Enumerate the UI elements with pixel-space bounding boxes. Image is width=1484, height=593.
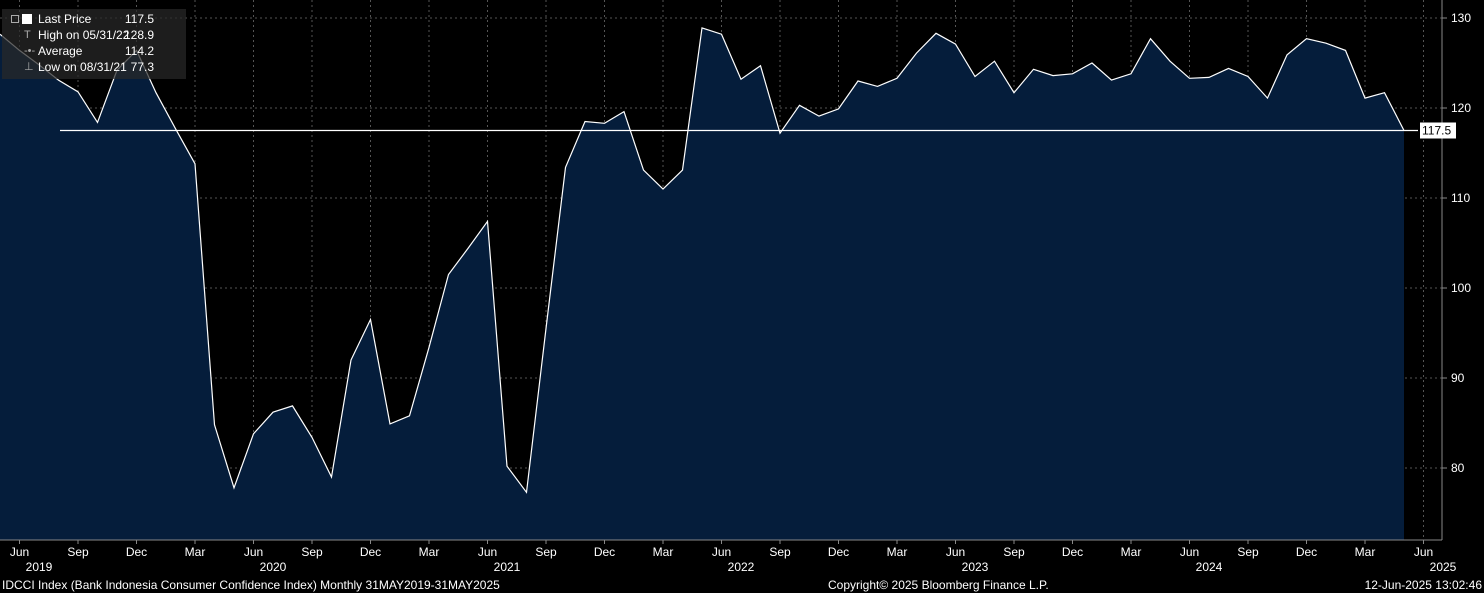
x-year-label: 2023	[962, 560, 989, 574]
footer-timestamp: 12-Jun-2025 13:02:46	[1364, 578, 1482, 592]
legend-value: 114.2	[124, 44, 154, 58]
y-tick-label: 80	[1451, 461, 1465, 475]
y-tick-label: 100	[1451, 281, 1471, 295]
x-year-label: 2021	[494, 560, 521, 574]
last-price-tag: 117.5	[1420, 122, 1456, 139]
x-tick-label: Jun	[1414, 545, 1433, 559]
x-tick-label: Jun	[946, 545, 965, 559]
y-tick-label: 130	[1451, 11, 1471, 25]
x-tick-label: Mar	[887, 545, 908, 559]
x-tick-label: Sep	[1237, 545, 1259, 559]
last-price-swatch	[22, 14, 32, 24]
legend-label: Average	[38, 44, 83, 58]
x-axis: Jun Sep Dec Mar Jun Sep Dec Mar Jun Sep Dec Mar Jun S…	[10, 540, 1457, 574]
last-price-tag-text: 117.5	[1422, 124, 1451, 138]
x-tick-label: Dec	[1296, 545, 1317, 559]
y-tick-label: 120	[1451, 101, 1471, 115]
x-year-label: 2024	[1196, 560, 1223, 574]
low-marker-icon: ⊥	[24, 61, 34, 73]
x-tick-label: Jun	[244, 545, 263, 559]
x-year-label: 2025	[1430, 560, 1457, 574]
series-line	[0, 27, 1405, 494]
y-tick-label: 110	[1451, 191, 1470, 205]
series-area	[0, 27, 1404, 540]
x-tick-label: Dec	[360, 545, 381, 559]
legend-label: Low on 08/31/21	[38, 60, 127, 74]
collapse-icon[interactable]	[11, 15, 19, 23]
y-axis: 80 90 100 110 120 130	[1442, 11, 1471, 475]
x-tick-label: Dec	[126, 545, 147, 559]
x-tick-label: Sep	[301, 545, 323, 559]
x-tick-label: Sep	[769, 545, 791, 559]
high-marker-icon: T	[24, 29, 31, 41]
x-year-label: 2019	[26, 560, 53, 574]
x-year-label: 2022	[728, 560, 755, 574]
x-tick-label: Mar	[1355, 545, 1376, 559]
x-tick-label: Jun	[712, 545, 731, 559]
x-tick-label: Dec	[828, 545, 849, 559]
x-tick-label: Dec	[594, 545, 615, 559]
legend-value: 117.5	[124, 12, 154, 26]
x-tick-label: Sep	[1003, 545, 1025, 559]
x-tick-label: Dec	[1062, 545, 1083, 559]
x-tick-label: Jun	[1180, 545, 1199, 559]
x-tick-label: Mar	[419, 545, 440, 559]
legend: Last Price 117.5 T High on 05/31/22 128.…	[2, 9, 186, 79]
footer-security-description: IDCCI Index (Bank Indonesia Consumer Con…	[2, 578, 500, 592]
x-tick-label: Jun	[478, 545, 497, 559]
y-tick-label: 90	[1451, 371, 1465, 385]
legend-label: High on 05/31/22	[38, 28, 130, 42]
footer-copyright: Copyright© 2025 Bloomberg Finance L.P.	[828, 578, 1049, 592]
x-tick-label: Mar	[185, 545, 206, 559]
x-tick-label: Sep	[67, 545, 89, 559]
legend-label: Last Price	[38, 12, 92, 26]
legend-value: 77.3	[130, 60, 154, 74]
average-marker-icon: -•-	[24, 45, 36, 57]
x-tick-label: Mar	[653, 545, 674, 559]
x-year-label: 2020	[260, 560, 287, 574]
x-tick-label: Mar	[1121, 545, 1142, 559]
x-tick-label: Jun	[10, 545, 29, 559]
legend-value: 128.9	[124, 28, 155, 42]
x-tick-label: Sep	[535, 545, 557, 559]
